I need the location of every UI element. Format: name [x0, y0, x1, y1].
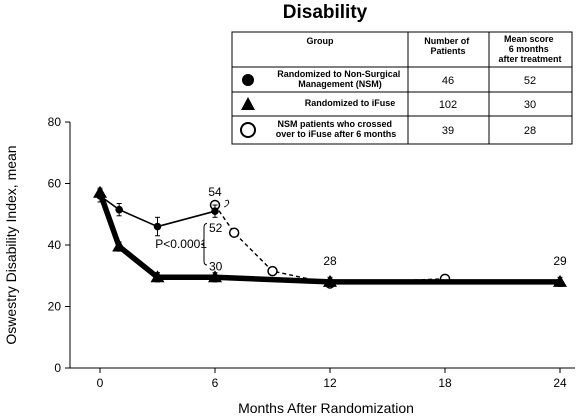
- table-row-1-group-line-2: Management (NSM): [298, 79, 382, 89]
- data-point-circle: [153, 222, 162, 231]
- p-value-brace: [200, 222, 208, 266]
- legend-table-border: [231, 31, 573, 145]
- table-row-3-mean: 28: [524, 125, 536, 137]
- table-header-patients: Number of Patients: [424, 36, 472, 56]
- legend-marker-crossover-icon: [240, 122, 256, 138]
- table-row-1-group-line-1: Randomized to Non-Surgical: [277, 69, 400, 79]
- annotation-52: 52: [209, 221, 223, 235]
- table-row-3-group: NSM patients who crossed over to iFuse a…: [276, 119, 397, 139]
- table-header-mean: Mean score 6 months after treatment: [498, 34, 561, 64]
- table-row-3-group-line-2: over to iFuse after 6 months: [276, 129, 397, 139]
- x-tick-label: 12: [323, 376, 337, 390]
- table-header-patients-line-2: Patients: [430, 46, 465, 56]
- data-point-triangle: [553, 274, 567, 287]
- chart-title: Disability: [283, 2, 368, 23]
- axes: 0 20 40 60 80 0 6 12 18 24: [48, 115, 575, 390]
- series-line: [97, 191, 560, 285]
- y-tick-label: 0: [54, 361, 61, 375]
- table-header-mean-line-2: 6 months: [509, 44, 549, 54]
- annotation-29: 29: [553, 254, 567, 268]
- table-row-2-group: Randomized to iFuse: [305, 98, 396, 108]
- data-point-triangle: [112, 239, 127, 252]
- table-row-1-patients: 46: [442, 75, 454, 87]
- series-layer: [93, 185, 567, 289]
- data-point-triangle: [323, 274, 337, 287]
- legend-marker-ifuse-icon: [241, 97, 255, 110]
- table-row-1-mean: 52: [524, 75, 536, 87]
- table-row-3-patients: 39: [442, 125, 454, 137]
- y-axis-label: Oswestry Disability Index, mean: [3, 145, 19, 344]
- x-ticks: 0 6 12 18 24: [97, 368, 567, 390]
- data-point-open-circle: [267, 265, 278, 277]
- series-2: [209, 199, 451, 289]
- x-axis-label: Months After Randomization: [238, 400, 414, 416]
- data-point-circle: [211, 207, 219, 215]
- p-value-annotation: P<0.0001: [155, 237, 207, 251]
- data-point-circle: [115, 205, 123, 214]
- annotation-54: 54: [208, 185, 222, 199]
- table-row-3-group-line-1: NSM patients who crossed: [277, 119, 392, 129]
- data-point-triangle: [208, 270, 222, 283]
- annotation-30: 30: [209, 259, 223, 273]
- x-tick-label: 18: [438, 376, 452, 390]
- legend-table: Group Number of Patients Mean score 6 mo…: [231, 31, 573, 145]
- table-header-patients-line-1: Number of: [424, 36, 470, 46]
- y-tick-label: 20: [48, 300, 62, 314]
- annotation-layer: P<0.0001 54 52 30 28 29: [155, 185, 567, 273]
- x-tick-label: 24: [553, 376, 567, 390]
- annotation-28: 28: [323, 254, 337, 268]
- series-line: [99, 195, 216, 228]
- table-header-mean-line-3: after treatment: [498, 54, 561, 64]
- y-tick-label: 60: [48, 177, 62, 191]
- data-point-open-circle: [228, 227, 240, 238]
- table-header-mean-line-1: Mean score: [504, 34, 554, 44]
- x-tick-label: 0: [97, 376, 104, 390]
- x-tick-label: 6: [212, 376, 219, 390]
- data-point-triangle: [93, 185, 107, 198]
- table-row-2-mean: 30: [524, 99, 536, 111]
- y-ticks: 0 20 40 60 80: [48, 115, 70, 375]
- legend-marker-nsm-icon: [242, 74, 254, 86]
- series-line: [214, 204, 446, 285]
- crossover-arrow-icon: [223, 199, 230, 208]
- table-header-group: Group: [307, 36, 334, 46]
- y-tick-label: 40: [48, 238, 62, 252]
- table-row-1-group: Randomized to Non-Surgical Management (N…: [277, 69, 403, 89]
- series-1: [93, 185, 567, 288]
- y-tick-label: 80: [48, 115, 62, 129]
- table-row-2-patients: 102: [439, 99, 457, 111]
- data-point-triangle: [150, 270, 165, 283]
